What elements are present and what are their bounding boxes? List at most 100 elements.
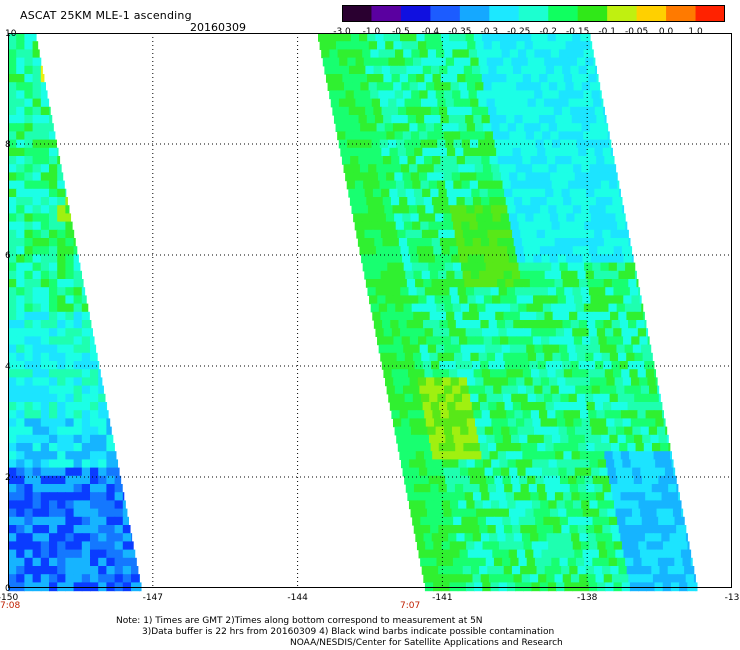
- wind-cell: [413, 525, 423, 534]
- wind-cell: [456, 238, 466, 247]
- wind-cell: [8, 205, 17, 214]
- wind-cell: [81, 459, 91, 469]
- wind-cell: [8, 229, 17, 239]
- wind-cell: [457, 410, 466, 419]
- wind-cell: [574, 254, 584, 264]
- wind-cell: [342, 33, 352, 42]
- wind-cell: [327, 82, 337, 91]
- wind-cell: [586, 106, 596, 116]
- wind-cell: [98, 361, 100, 370]
- wind-cell: [411, 90, 420, 100]
- wind-cell: [613, 287, 623, 296]
- wind-cell: [547, 74, 557, 83]
- wind-cell: [426, 508, 436, 518]
- wind-cell: [24, 320, 34, 329]
- wind-cell: [581, 123, 591, 132]
- wind-cell: [588, 369, 598, 378]
- wind-cell: [32, 295, 42, 305]
- wind-cell: [497, 197, 507, 206]
- wind-cell: [414, 320, 424, 329]
- wind-cell: [73, 295, 83, 305]
- wind-cell: [599, 385, 609, 395]
- wind-cell: [493, 90, 502, 100]
- wind-cell: [468, 172, 477, 182]
- wind-cell: [348, 106, 358, 116]
- wind-cell: [57, 221, 66, 231]
- wind-cell: [432, 115, 442, 124]
- wind-cell: [609, 180, 618, 190]
- wind-cell: [393, 41, 403, 50]
- wind-cell: [554, 533, 564, 542]
- wind-cell: [439, 279, 449, 288]
- wind-cell: [616, 557, 626, 567]
- wind-cell: [561, 188, 571, 198]
- wind-cell: [40, 336, 50, 346]
- wind-cell: [591, 385, 601, 395]
- wind-cell: [563, 197, 572, 206]
- wind-cell: [419, 426, 428, 436]
- wind-cell: [57, 516, 66, 526]
- wind-cell: [521, 238, 531, 247]
- wind-cell: [410, 467, 420, 477]
- wind-cell: [429, 393, 439, 403]
- wind-cell: [465, 328, 475, 337]
- wind-cell: [114, 475, 122, 485]
- wind-cell: [583, 131, 592, 141]
- wind-cell: [81, 361, 91, 370]
- wind-cell: [632, 426, 642, 436]
- wind-cell: [468, 426, 478, 436]
- wind-cell: [568, 352, 578, 362]
- wind-cell: [464, 320, 473, 329]
- wind-cell: [40, 451, 50, 460]
- wind-cell: [8, 57, 17, 67]
- wind-cell: [525, 213, 535, 223]
- wind-cell: [65, 238, 75, 247]
- wind-cell: [400, 459, 410, 469]
- x-tick-label: -13: [725, 593, 740, 603]
- wind-cell: [16, 262, 25, 272]
- wind-cell: [555, 33, 565, 42]
- wind-cell: [466, 459, 476, 469]
- wind-cell: [605, 541, 615, 551]
- wind-cell: [536, 352, 545, 362]
- wind-cell: [559, 303, 569, 313]
- wind-cell: [605, 164, 615, 173]
- wind-cell: [370, 303, 380, 313]
- wind-cell: [24, 377, 34, 387]
- wind-cell: [32, 328, 42, 337]
- wind-cell: [363, 57, 373, 67]
- wind-cell: [532, 164, 541, 173]
- wind-cell: [662, 582, 672, 592]
- wind-cell: [410, 295, 419, 305]
- wind-cell: [469, 434, 479, 444]
- wind-cell: [400, 328, 409, 337]
- wind-cell: [482, 205, 492, 214]
- wind-cell: [443, 508, 453, 518]
- wind-cell: [526, 262, 536, 272]
- wind-cell: [511, 352, 521, 362]
- wind-cell: [523, 246, 533, 255]
- wind-cell: [471, 106, 481, 116]
- wind-cell: [480, 533, 490, 542]
- wind-cell: [430, 402, 440, 411]
- wind-cell: [600, 557, 610, 567]
- wind-cell: [578, 106, 588, 116]
- wind-cell: [591, 172, 600, 182]
- wind-cell: [40, 393, 50, 403]
- wind-cell: [631, 254, 634, 264]
- wind-cell: [564, 500, 574, 510]
- wind-cell: [40, 147, 50, 157]
- wind-cell: [507, 205, 517, 214]
- wind-cell: [577, 566, 587, 575]
- wind-cell: [90, 475, 99, 485]
- wind-cell: [358, 197, 367, 206]
- wind-cell: [57, 262, 66, 272]
- wind-cell: [24, 205, 34, 214]
- wind-cell: [523, 328, 532, 337]
- wind-cell: [603, 320, 613, 329]
- wind-cell: [653, 410, 663, 419]
- wind-cell: [358, 156, 368, 165]
- wind-cell: [448, 492, 458, 501]
- wind-cell: [621, 410, 630, 419]
- note-line-2: 3)Data buffer is 22 hrs from 20160309 4)…: [142, 627, 555, 637]
